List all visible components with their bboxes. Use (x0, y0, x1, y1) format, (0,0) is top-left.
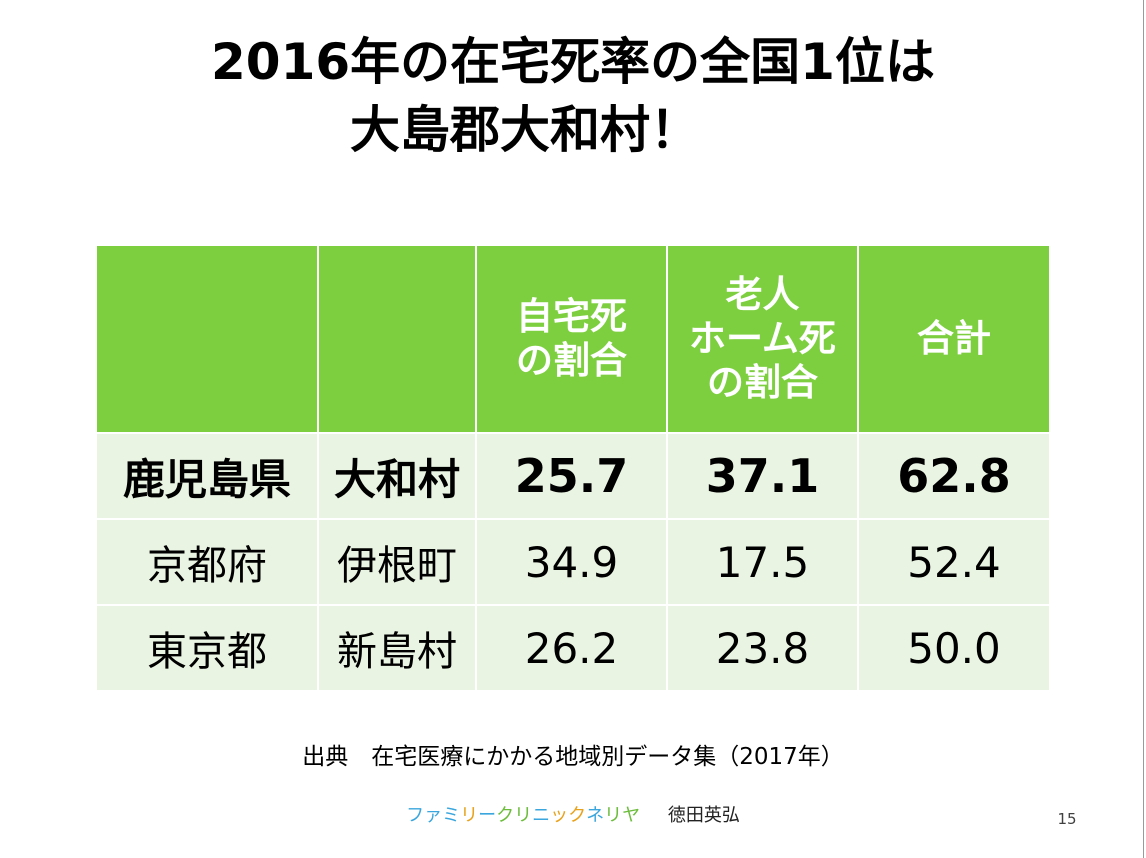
cell-municipality: 大和村 (317, 432, 477, 520)
clinic-name-part: クリ (496, 805, 533, 826)
author-name: 徳田英弘 (667, 805, 740, 826)
death-rate-table: 自宅死 の割合 老人 ホーム死 の割合 合計 鹿児島県 大和村 25.7 37.… (95, 244, 1051, 692)
cell-total: 52.4 (857, 518, 1051, 606)
cell-municipality: 伊根町 (317, 518, 477, 606)
clinic-name-part: リ (460, 805, 479, 826)
cell-municipality: 新島村 (317, 604, 477, 692)
source-citation: 出典 在宅医療にかかる地域別データ集（2017年） (302, 744, 844, 770)
table-row: 鹿児島県 大和村 25.7 37.1 62.8 (95, 432, 1051, 520)
slide-right-edge (1143, 0, 1144, 858)
table-row: 東京都 新島村 26.2 23.8 50.0 (95, 604, 1051, 692)
header-total: 合計 (857, 244, 1051, 434)
header-municipality (317, 244, 477, 434)
cell-prefecture: 鹿児島県 (95, 432, 319, 520)
clinic-name-part: ック (550, 805, 587, 826)
slide-title-line-2: 大島郡大和村！ (350, 101, 700, 159)
cell-prefecture: 京都府 (95, 518, 319, 606)
slide-title-line-1: 2016年の在宅死率の全国1位は (211, 33, 935, 91)
header-nursing-home-death-rate-line-2: ホーム死 (689, 317, 836, 360)
header-home-death-rate-line-2: の割合 (516, 339, 627, 382)
table-row: 京都府 伊根町 34.9 17.5 52.4 (95, 518, 1051, 606)
clinic-name: ファミリークリニックネリヤ (406, 805, 646, 826)
page-number: 15 (1057, 810, 1077, 828)
header-nursing-home-death-rate: 老人 ホーム死 の割合 (666, 244, 859, 434)
cell-total: 50.0 (857, 604, 1051, 692)
slide-footer: ファミリークリニックネリヤ 徳田英弘 (0, 803, 1146, 829)
cell-home-death-rate: 34.9 (475, 518, 668, 606)
cell-home-death-rate: 26.2 (475, 604, 668, 692)
cell-prefecture: 東京都 (95, 604, 319, 692)
table-header-row: 自宅死 の割合 老人 ホーム死 の割合 合計 (95, 244, 1051, 434)
cell-nursing-home-death-rate: 37.1 (666, 432, 859, 520)
clinic-name-part: ニ (532, 805, 551, 826)
cell-nursing-home-death-rate: 17.5 (666, 518, 859, 606)
cell-total: 62.8 (857, 432, 1051, 520)
clinic-name-part: ネ (586, 805, 605, 826)
clinic-name-part: ファミ (406, 805, 461, 826)
slide-title: 2016年の在宅死率の全国1位は 大島郡大和村！ (0, 28, 1146, 164)
clinic-name-part: リヤ (604, 805, 641, 826)
header-home-death-rate-line-1: 自宅死 (516, 295, 627, 338)
clinic-name-part: ー (478, 805, 497, 826)
header-prefecture (95, 244, 319, 434)
header-nursing-home-death-rate-line-3: の割合 (707, 361, 818, 404)
header-home-death-rate: 自宅死 の割合 (475, 244, 668, 434)
cell-home-death-rate: 25.7 (475, 432, 668, 520)
header-nursing-home-death-rate-line-1: 老人 (725, 273, 800, 316)
cell-nursing-home-death-rate: 23.8 (666, 604, 859, 692)
